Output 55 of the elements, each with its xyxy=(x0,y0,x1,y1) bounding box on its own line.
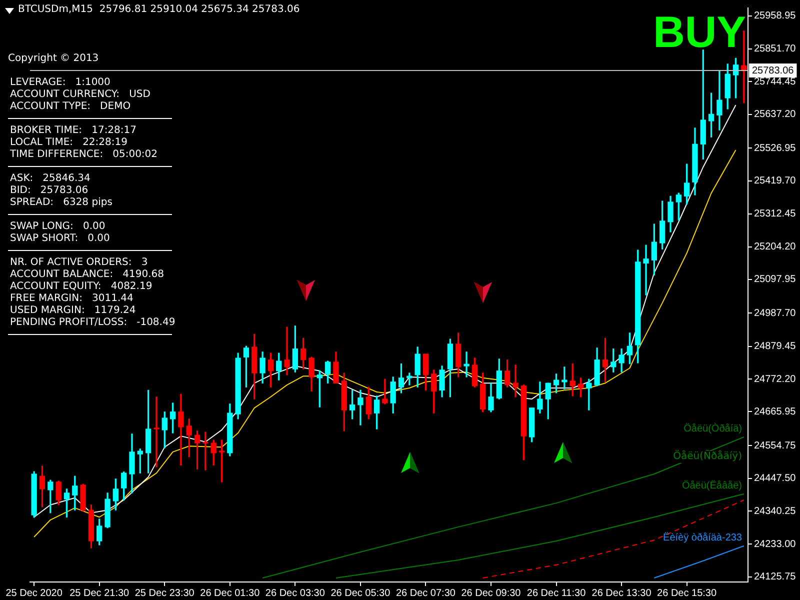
x-tick-label: 26 Dec 09:30 xyxy=(461,588,522,599)
y-tick-label: 25097.95 xyxy=(754,274,796,286)
x-tick-label: 25 Dec 23:30 xyxy=(134,588,195,599)
y-tick-label: 25851.70 xyxy=(754,44,796,55)
y-tick-label: 25526.95 xyxy=(754,142,796,154)
y-tick-label: 25958.95 xyxy=(754,10,796,22)
y-tick-label: 25744.45 xyxy=(754,76,796,88)
annotation: LOCAL TIME: 22:28:19 xyxy=(10,137,128,149)
annotation: Öåëü(Ñðåäíÿ) xyxy=(673,451,742,464)
series-label: Öåëü(Ëåâåë) xyxy=(682,480,742,492)
annotation: PENDING PROFIT/LOSS: -108.49 xyxy=(10,317,176,329)
y-tick-label: 24340.25 xyxy=(754,506,796,517)
x-tick-label: 25 Dec 21:30 xyxy=(70,588,130,599)
annotation: SWAP LONG: 0.00 xyxy=(10,221,106,233)
annotation: LEVERAGE: 1:1000 xyxy=(10,77,110,89)
y-tick-label: 25637.20 xyxy=(754,109,796,120)
annotation: BTCUSDm,M15 25796.81 25910.04 25675.34 25783.06 xyxy=(18,4,300,16)
ref-line-label: 25783.06 xyxy=(752,65,794,76)
annotation: SWAP SHORT: 0.00 xyxy=(10,233,110,245)
annotation: SPREAD: 6328 pips xyxy=(10,197,112,209)
annotation: BROKER TIME: 17:28:17 xyxy=(10,125,137,137)
annotation: ACCOUNT BALANCE: 4190.68 xyxy=(10,269,164,281)
x-tick-label: 26 Dec 03:30 xyxy=(265,588,326,599)
annotation: ASK: 25846.34 xyxy=(10,173,90,185)
y-tick-label: 24987.70 xyxy=(754,308,796,319)
line-series xyxy=(482,500,744,579)
annotation: NR. OF ACTIVE ORDERS: 3 xyxy=(10,257,148,269)
y-tick-label: 24772.20 xyxy=(754,374,796,385)
y-tick-label: 25204.20 xyxy=(754,242,796,253)
x-tick-label: 26 Dec 01:30 xyxy=(200,588,260,599)
annotation: Copyright © 2013 xyxy=(8,53,99,65)
y-tick-label: 24879.45 xyxy=(754,341,796,352)
annotation: TIME DIFFERENCE: 05:00:02 xyxy=(10,149,158,161)
annotation: ACCOUNT EQUITY: 4082.19 xyxy=(10,281,152,293)
x-tick-label: 26 Dec 13:30 xyxy=(592,588,652,599)
annotation: BID: 25783.06 xyxy=(10,185,88,197)
x-tick-label: 26 Dec 05:30 xyxy=(330,588,391,599)
series-label: Ëèíèÿ òðåíäà-233 xyxy=(663,532,742,544)
series-label: Öåëü(Òðåíä) xyxy=(684,422,742,435)
x-tick-label: 26 Dec 15:30 xyxy=(657,588,717,599)
x-tick-label: 26 Dec 11:30 xyxy=(526,588,586,599)
y-tick-label: 25312.45 xyxy=(754,208,796,220)
annotation: ACCOUNT TYPE: DEMO xyxy=(10,101,131,113)
annotation: USED MARGIN: 1179.24 xyxy=(10,305,136,317)
y-tick-label: 24233.00 xyxy=(754,538,796,550)
x-tick-label: 26 Dec 07:30 xyxy=(396,588,456,599)
y-tick-label: 24447.50 xyxy=(754,473,796,484)
y-tick-label: 24125.75 xyxy=(754,572,796,583)
annotation: ACCOUNT CURRENCY: USD xyxy=(10,89,150,101)
y-tick-label: 25419.70 xyxy=(754,176,796,187)
x-tick-label: 25 Dec 2020 xyxy=(6,588,63,599)
y-tick-label: 24554.75 xyxy=(754,440,796,452)
annotation: FREE MARGIN: 3011.44 xyxy=(10,293,134,305)
y-tick-label: 24665.95 xyxy=(754,406,796,418)
annotation: BUY xyxy=(653,8,746,57)
